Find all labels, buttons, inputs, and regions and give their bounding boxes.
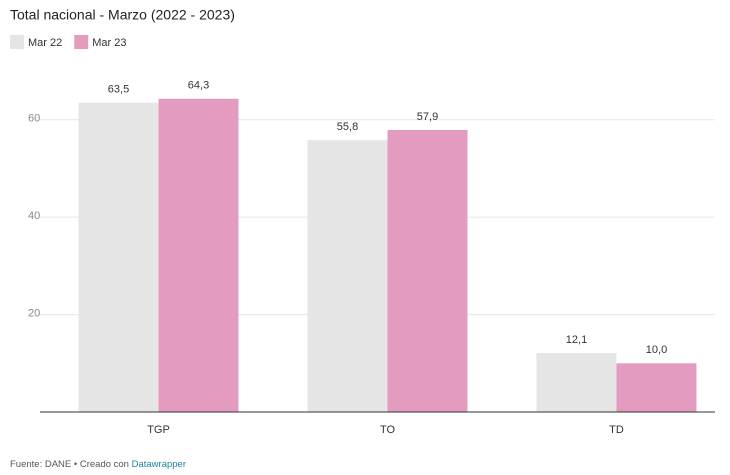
- bar: [616, 363, 697, 412]
- data-label: 12,1: [566, 334, 587, 346]
- x-tick-label: TD: [609, 424, 624, 436]
- legend-label: Mar 22: [28, 37, 62, 49]
- y-tick-label: 40: [28, 210, 40, 222]
- legend-label: Mar 23: [92, 37, 126, 49]
- bar: [307, 140, 388, 412]
- x-tick-label: TGP: [147, 424, 170, 436]
- x-tick-label: TO: [380, 424, 396, 436]
- data-label: 57,9: [417, 111, 438, 123]
- source-link[interactable]: Datawrapper: [132, 459, 186, 470]
- bar: [78, 102, 159, 413]
- legend-swatch: [10, 35, 24, 49]
- bar: [158, 98, 239, 412]
- bar: [387, 129, 468, 413]
- bar: [536, 353, 617, 412]
- chart-title: Total nacional - Marzo (2022 - 2023): [10, 7, 235, 23]
- source-text: Fuente: DANE • Creado con: [10, 459, 132, 470]
- data-label: 10,0: [646, 344, 667, 356]
- data-label: 63,5: [108, 84, 129, 96]
- y-tick-label: 20: [28, 307, 40, 319]
- data-label: 64,3: [188, 80, 209, 92]
- source: Fuente: DANE • Creado con Datawrapper: [10, 459, 186, 470]
- data-label: 55,8: [337, 121, 358, 133]
- y-tick-label: 60: [28, 113, 40, 125]
- legend-swatch: [74, 35, 89, 49]
